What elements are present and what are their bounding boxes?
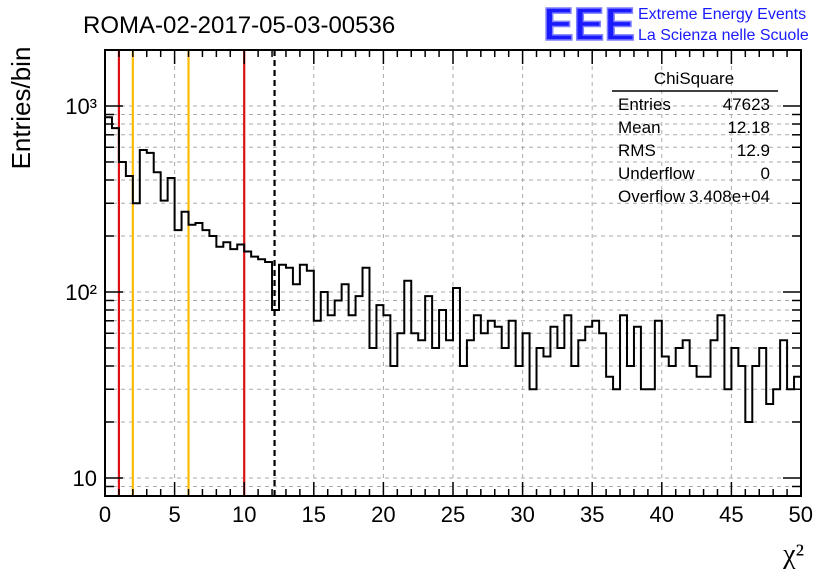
histogram-series (105, 116, 801, 423)
x-tick-label: 10 (232, 502, 256, 527)
stats-row-value: 12.9 (737, 141, 770, 160)
logo-mark: EEE (543, 0, 635, 50)
x-tick-label: 5 (168, 502, 180, 527)
axis-ticks (104, 50, 802, 496)
stats-row-value: 12.18 (727, 118, 770, 137)
x-tick-label: 45 (719, 502, 743, 527)
x-tick-label: 0 (99, 502, 111, 527)
grid-lines (105, 50, 801, 496)
stats-row-label: RMS (618, 141, 656, 160)
stats-row-value: 47623 (723, 95, 770, 114)
x-tick-label: 40 (650, 502, 674, 527)
stats-row-label: Underflow (618, 164, 695, 183)
x-tick-label: 15 (302, 502, 326, 527)
marker-lines (117, 50, 276, 496)
stats-box: ChiSquare Entries 47623 Mean 12.18 RMS 12.9 Un… (612, 69, 778, 206)
y-tick-label: 10 (73, 466, 97, 491)
chart-title: ROMA-02-2017-05-03-00536 (83, 12, 395, 39)
y-tick-labels: 10 10² 10³ (65, 94, 97, 491)
eee-logo: EEE Extreme Energy Events La Scienza nel… (542, 0, 809, 51)
x-tick-label: 30 (510, 502, 534, 527)
stats-row-label: Entries (618, 95, 671, 114)
x-axis-label: χ² (782, 539, 804, 570)
y-tick-label: 10² (65, 280, 97, 305)
logo-line-1: Extreme Energy Events (638, 6, 806, 23)
x-tick-labels: 0 5 10 15 20 25 30 35 40 45 50 (99, 502, 813, 527)
stats-row-value: 3.408e+04 (689, 187, 770, 206)
stats-row-label: Mean (618, 118, 661, 137)
stats-row-value: 0 (761, 164, 770, 183)
y-axis-label: Entries/bin (6, 47, 36, 170)
stats-box-title: ChiSquare (654, 69, 734, 88)
stats-row-label: Overflow (618, 187, 686, 206)
x-tick-label: 20 (371, 502, 395, 527)
x-tick-label: 25 (441, 502, 465, 527)
y-tick-label: 10³ (65, 94, 97, 119)
logo-line-2: La Scienza nelle Scuole (638, 27, 809, 44)
x-tick-label: 50 (789, 502, 813, 527)
stats-rows: Entries 47623 Mean 12.18 RMS 12.9 Underflow 0 Ov… (618, 95, 770, 206)
x-tick-label: 35 (580, 502, 604, 527)
